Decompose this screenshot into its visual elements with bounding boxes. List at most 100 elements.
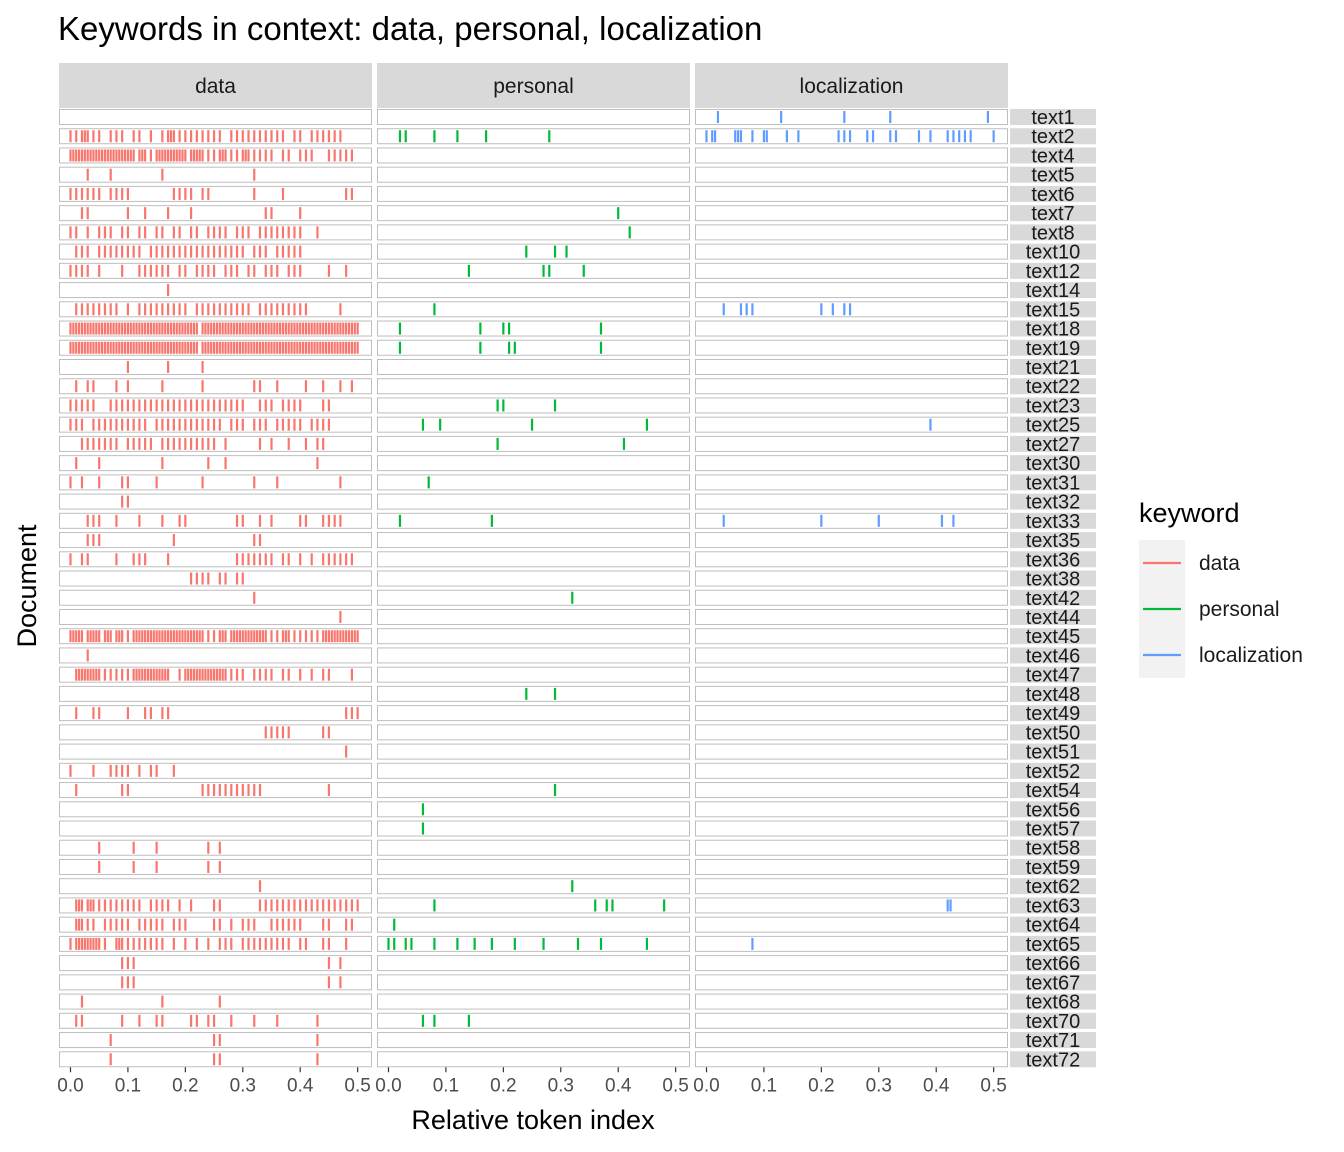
row-box bbox=[59, 493, 372, 510]
doc-strip-text2 bbox=[1010, 128, 1096, 145]
row-box bbox=[59, 224, 372, 241]
doc-label-text58: text58 bbox=[1026, 838, 1080, 860]
row-personal-text42 bbox=[377, 589, 690, 606]
row-data-text31 bbox=[59, 474, 372, 491]
x-tick-label: 0.1 bbox=[751, 1075, 777, 1096]
row-localization-text8 bbox=[695, 224, 1008, 241]
row-box bbox=[695, 647, 1008, 664]
row-box bbox=[377, 128, 690, 145]
row-data-text54 bbox=[59, 782, 372, 799]
doc-label-text62: text62 bbox=[1026, 876, 1080, 898]
row-box bbox=[59, 205, 372, 222]
row-box bbox=[59, 589, 372, 606]
x-tick-label: 0.0 bbox=[57, 1075, 83, 1096]
row-localization-text70 bbox=[695, 1012, 1008, 1029]
row-data-text67 bbox=[59, 974, 372, 991]
row-personal-text63 bbox=[377, 897, 690, 914]
row-data-text72 bbox=[59, 1051, 372, 1068]
row-box bbox=[695, 570, 1008, 587]
row-localization-text25 bbox=[695, 416, 1008, 433]
row-personal-text38 bbox=[377, 570, 690, 587]
row-data-text10 bbox=[59, 243, 372, 260]
row-data-text35 bbox=[59, 532, 372, 549]
row-box bbox=[59, 858, 372, 875]
doc-label-text2: text2 bbox=[1031, 126, 1074, 148]
row-localization-text22 bbox=[695, 378, 1008, 395]
row-personal-text27 bbox=[377, 435, 690, 452]
doc-strip-text22 bbox=[1010, 378, 1096, 395]
row-box bbox=[695, 128, 1008, 145]
row-box bbox=[59, 647, 372, 664]
row-box bbox=[377, 685, 690, 702]
row-box bbox=[377, 762, 690, 779]
row-localization-text56 bbox=[695, 801, 1008, 818]
row-box bbox=[695, 474, 1008, 491]
row-localization-text21 bbox=[695, 358, 1008, 375]
row-localization-text46 bbox=[695, 647, 1008, 664]
row-localization-text67 bbox=[695, 974, 1008, 991]
row-data-text32 bbox=[59, 493, 372, 510]
row-personal-text25 bbox=[377, 416, 690, 433]
doc-label-text5: text5 bbox=[1031, 165, 1074, 187]
doc-label-text23: text23 bbox=[1026, 395, 1080, 417]
row-box bbox=[695, 743, 1008, 760]
row-box bbox=[59, 570, 372, 587]
row-box bbox=[59, 532, 372, 549]
doc-strip-text23 bbox=[1010, 397, 1096, 414]
row-box bbox=[695, 1032, 1008, 1049]
row-box bbox=[59, 512, 372, 529]
row-personal-text67 bbox=[377, 974, 690, 991]
doc-strip-text19 bbox=[1010, 339, 1096, 356]
row-localization-text62 bbox=[695, 878, 1008, 895]
row-personal-text47 bbox=[377, 666, 690, 683]
x-tick-label: 0.3 bbox=[548, 1075, 574, 1096]
row-box bbox=[695, 262, 1008, 279]
legend-label-localization: localization bbox=[1199, 644, 1303, 667]
row-box bbox=[695, 820, 1008, 837]
doc-label-text31: text31 bbox=[1026, 472, 1080, 494]
row-box bbox=[59, 455, 372, 472]
panel-strip-data bbox=[59, 63, 372, 108]
doc-label-text32: text32 bbox=[1026, 492, 1080, 514]
row-box bbox=[377, 993, 690, 1010]
row-data-text68 bbox=[59, 993, 372, 1010]
doc-strip-text63 bbox=[1010, 897, 1096, 914]
row-data-text23 bbox=[59, 397, 372, 414]
chart-title: Keywords in context: data, personal, loc… bbox=[58, 10, 762, 47]
row-data-text49 bbox=[59, 705, 372, 722]
row-box bbox=[695, 166, 1008, 183]
panel-data: data bbox=[59, 63, 372, 1068]
row-personal-text21 bbox=[377, 358, 690, 375]
row-data-text56 bbox=[59, 801, 372, 818]
row-data-text6 bbox=[59, 185, 372, 202]
doc-strip-text51 bbox=[1010, 743, 1096, 760]
row-box bbox=[377, 416, 690, 433]
doc-label-text63: text63 bbox=[1026, 895, 1080, 917]
row-localization-text14 bbox=[695, 282, 1008, 299]
row-data-text30 bbox=[59, 455, 372, 472]
doc-label-text64: text64 bbox=[1026, 915, 1080, 937]
row-box bbox=[377, 358, 690, 375]
row-box bbox=[377, 378, 690, 395]
row-localization-text4 bbox=[695, 147, 1008, 164]
row-personal-text36 bbox=[377, 551, 690, 568]
row-personal-text58 bbox=[377, 839, 690, 856]
x-axis-label: Relative token index bbox=[411, 1105, 655, 1135]
row-box bbox=[59, 801, 372, 818]
row-personal-text44 bbox=[377, 608, 690, 625]
doc-strip-text49 bbox=[1010, 705, 1096, 722]
legend-label-data: data bbox=[1199, 552, 1240, 575]
row-personal-text1 bbox=[377, 109, 690, 125]
row-box bbox=[59, 416, 372, 433]
row-box bbox=[377, 397, 690, 414]
row-personal-text57 bbox=[377, 820, 690, 837]
doc-strip-text7 bbox=[1010, 205, 1096, 222]
row-box bbox=[59, 685, 372, 702]
doc-strip-text67 bbox=[1010, 974, 1096, 991]
panel-strip-label-localization: localization bbox=[800, 75, 904, 98]
doc-label-text10: text10 bbox=[1026, 242, 1080, 264]
doc-label-text71: text71 bbox=[1026, 1030, 1080, 1052]
row-box bbox=[59, 666, 372, 683]
row-personal-text33 bbox=[377, 512, 690, 529]
row-box bbox=[377, 1051, 690, 1068]
